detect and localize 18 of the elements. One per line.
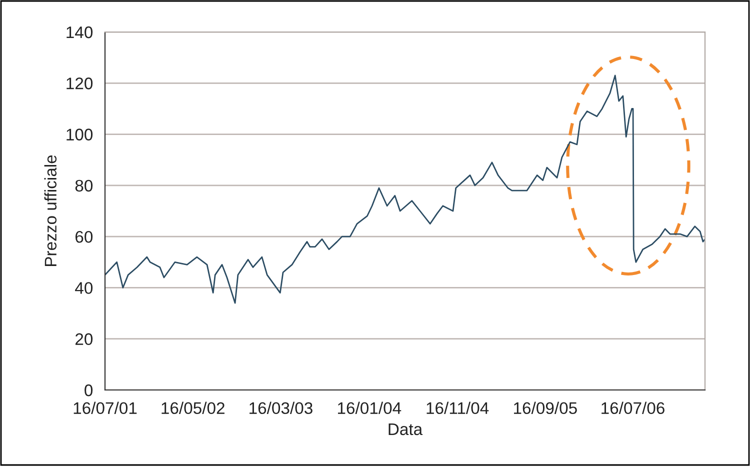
y-tick-label: 80 (75, 180, 93, 192)
y-tick-label: 20 (75, 333, 93, 346)
x-tick-label: 16/07/06 (602, 402, 664, 414)
y-tick-label: 100 (66, 128, 93, 140)
line-series (105, 74, 705, 304)
y-tick-label: 40 (75, 282, 93, 294)
y-tick-label: 140 (66, 26, 93, 38)
y-tick-label: 0 (84, 384, 93, 396)
x-tick-label: 16/09/05 (514, 402, 577, 414)
x-tick-label: 16/01/04 (338, 402, 402, 414)
y-tick-label: 120 (66, 78, 93, 90)
x-tick-label: 16/11/04 (426, 402, 489, 414)
x-axis-title: Data (388, 424, 423, 436)
y-tick-label: 60 (76, 230, 93, 243)
x-tick-label: 16/03/03 (250, 402, 312, 414)
x-tick-label: 16/07/01 (74, 402, 137, 414)
y-axis-title: Prezzo ufficiale (44, 155, 57, 266)
x-tick-label: 16/05/02 (162, 402, 224, 414)
